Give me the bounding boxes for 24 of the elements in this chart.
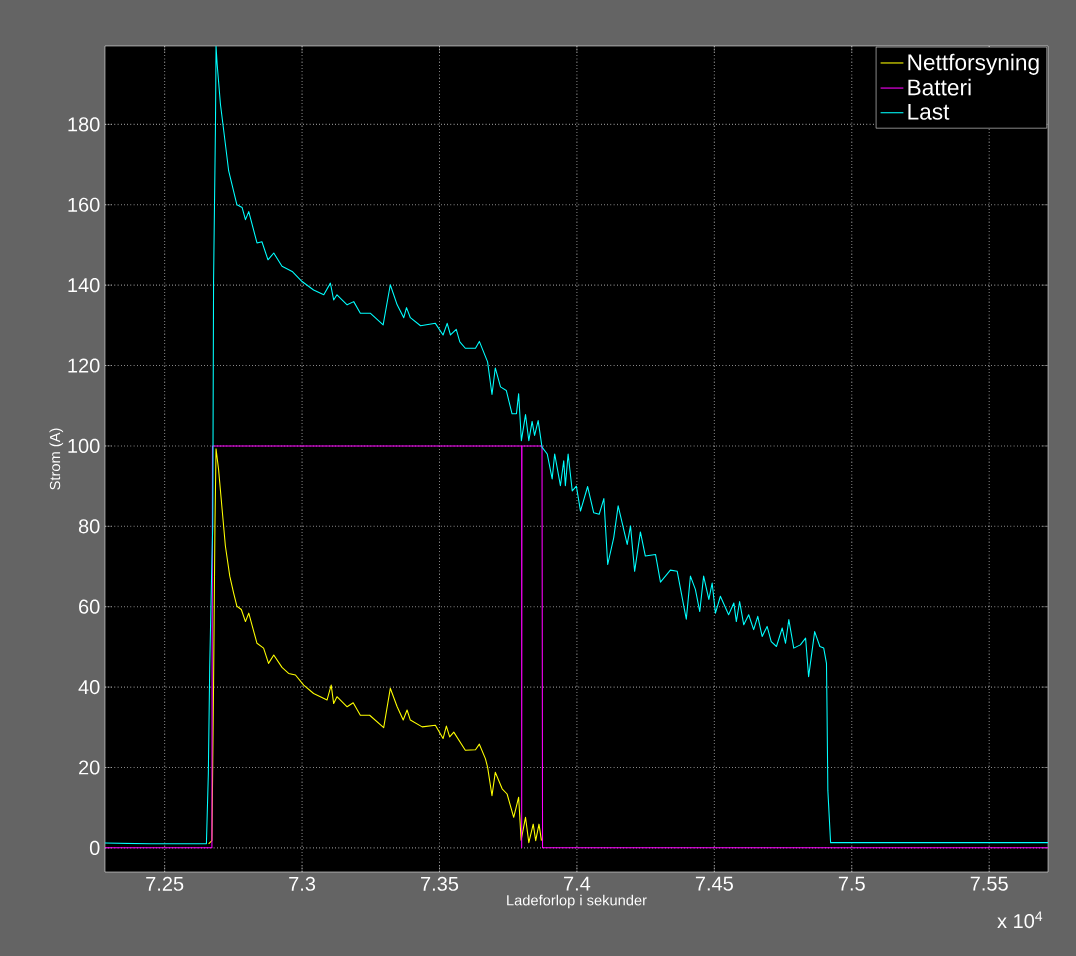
x-tick-label: 7.35 — [421, 876, 459, 891]
x-tick-label: 7.25 — [146, 876, 184, 891]
y-tick-label: 80 — [78, 519, 100, 534]
y-tick-label: 100 — [68, 438, 100, 453]
y-tick-label: 0 — [89, 840, 100, 855]
legend-label: Last — [908, 103, 950, 120]
legend-label: Nettforsyning — [908, 53, 1039, 75]
y-tick-label: 40 — [78, 680, 100, 695]
x-tick-label: 7.5 — [838, 876, 865, 891]
x-tick-label: 7.55 — [970, 876, 1008, 891]
x-tick-label: 7.3 — [289, 876, 316, 891]
y-tick-label: 20 — [79, 760, 100, 775]
y-tick-label: 140 — [68, 278, 100, 293]
text: x 10$^{4}$ — [997, 911, 1043, 929]
y-tick-label: 160 — [68, 197, 100, 212]
x-axis-title: Ladeforlop i sekunder — [507, 894, 647, 909]
y-tick-label: 120 — [68, 358, 100, 373]
y-tick-label: 180 — [68, 117, 100, 132]
x-tick-label: 7.45 — [695, 876, 733, 891]
line-series — [208, 448, 542, 845]
y-tick-label: 60 — [79, 599, 100, 614]
y-axis-title: Strom (A) — [49, 428, 64, 490]
legend-label: Batteri — [908, 78, 971, 96]
x-tick-label: 7.4 — [564, 876, 591, 891]
